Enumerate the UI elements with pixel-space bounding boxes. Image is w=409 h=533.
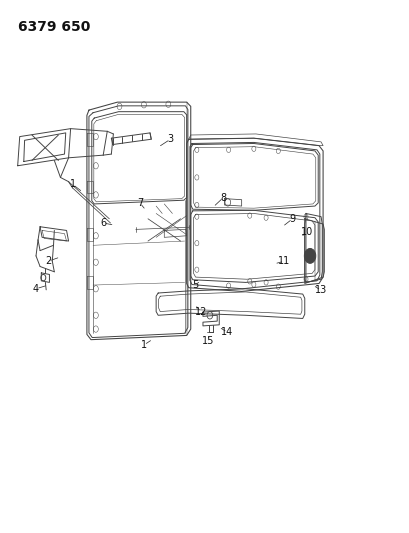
- Text: 1: 1: [141, 340, 146, 350]
- Text: 14: 14: [221, 327, 233, 337]
- Text: 15: 15: [202, 336, 214, 346]
- Text: 11: 11: [278, 256, 290, 266]
- Text: 6: 6: [100, 218, 106, 228]
- Text: 12: 12: [194, 306, 207, 317]
- Text: 3: 3: [167, 134, 173, 144]
- Text: 7: 7: [136, 198, 143, 208]
- Text: 9: 9: [289, 214, 295, 224]
- Text: 1: 1: [70, 179, 76, 189]
- Text: 10: 10: [300, 227, 312, 237]
- Text: 4: 4: [33, 284, 39, 294]
- Circle shape: [303, 248, 315, 263]
- Text: 5: 5: [191, 280, 198, 290]
- Text: 2: 2: [45, 256, 51, 266]
- Text: 6379 650: 6379 650: [18, 20, 90, 34]
- Text: 8: 8: [220, 192, 226, 203]
- Text: 13: 13: [314, 285, 326, 295]
